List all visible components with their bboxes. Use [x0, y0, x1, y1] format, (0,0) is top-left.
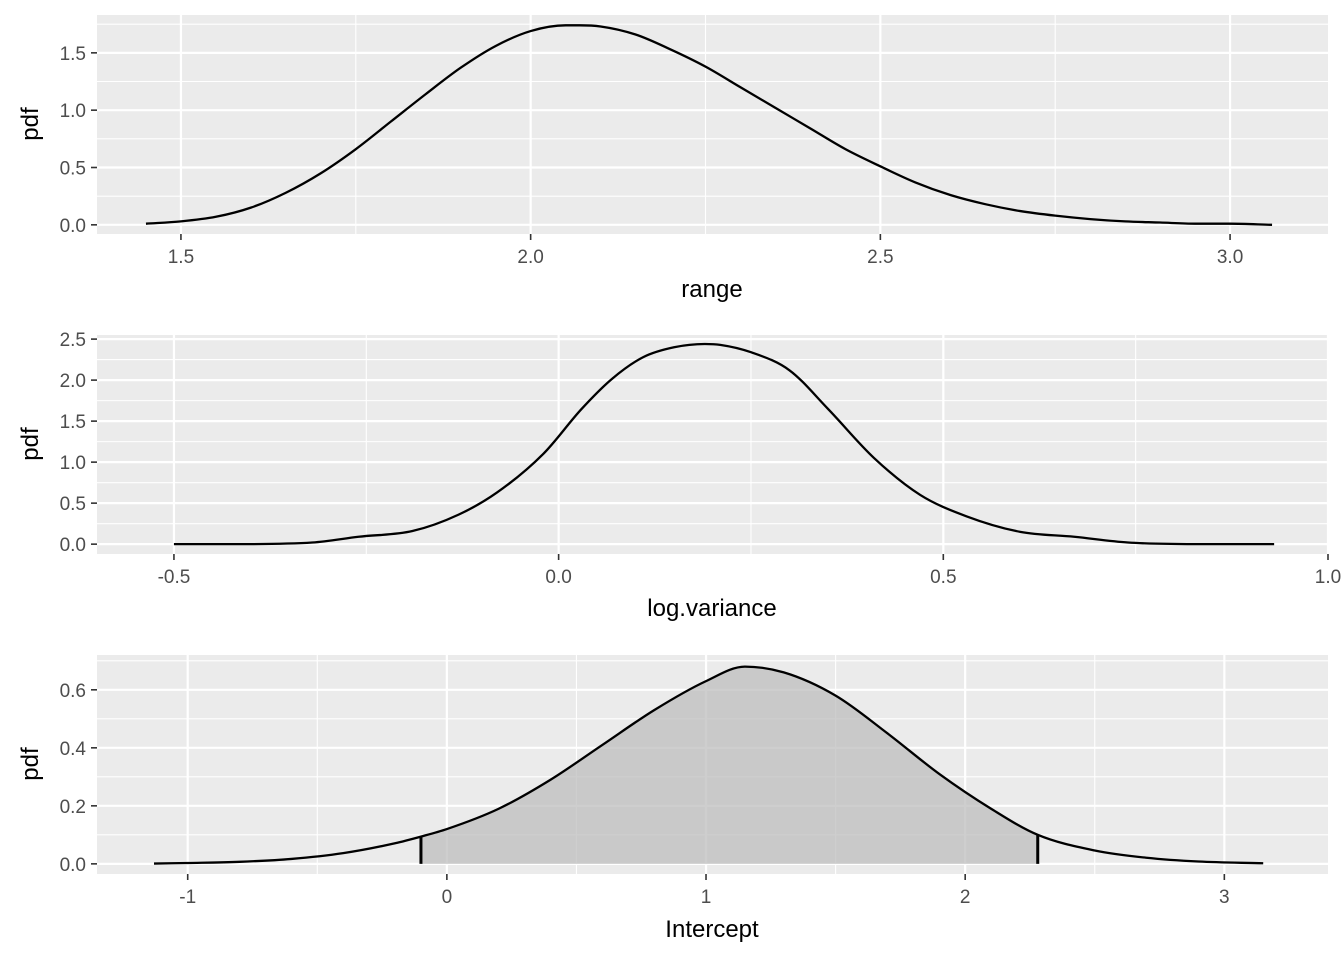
- chart-marks: [145, 24, 1273, 226]
- grid-minor-y: [97, 23, 1328, 197]
- y-tick-label: 1.0: [60, 101, 86, 122]
- x-axis-title: log.variance: [647, 595, 776, 622]
- grid-major-x: [179, 15, 1232, 234]
- grid-minor-x: [365, 335, 1137, 554]
- x-tick-label: 2.0: [517, 247, 543, 268]
- x-tick-label: 1.5: [168, 247, 194, 268]
- grid-major-y: [97, 338, 1328, 546]
- y-tick-label: 0.0: [60, 535, 86, 556]
- x-axis-title: range: [681, 276, 742, 303]
- credible-interval-area: [420, 666, 1038, 864]
- density-line: [145, 24, 1273, 226]
- panel-range: 1.5 2.0 2.5 3.0 0.0 0.5 1.0 1.5 range pdf: [17, 15, 1328, 303]
- grid-major-x: [172, 335, 1330, 554]
- chart-marks: [153, 665, 1264, 865]
- x-tick-label: 0: [442, 887, 453, 908]
- y-axis-ticks: 0.0 0.5 1.0 1.5: [60, 44, 97, 237]
- y-tick-label: 1.0: [60, 453, 86, 474]
- x-tick-label: 3: [1219, 887, 1230, 908]
- x-tick-label: 2.5: [867, 247, 893, 268]
- grid-major-y: [97, 51, 1328, 226]
- y-tick-label: 2.5: [60, 330, 86, 351]
- y-tick-label: 0.6: [60, 681, 86, 702]
- grid-minor-x: [355, 15, 1056, 234]
- y-tick-label: 1.5: [60, 412, 86, 433]
- y-tick-label: 1.5: [60, 44, 86, 65]
- x-axis-title: Intercept: [665, 916, 759, 943]
- x-axis-ticks: -0.5 0.0 0.5 1.0: [158, 554, 1341, 588]
- y-tick-label: 0.5: [60, 494, 86, 515]
- x-tick-label: 0.0: [545, 567, 571, 588]
- panel-background: [97, 15, 1328, 234]
- x-axis-ticks: 1.5 2.0 2.5 3.0: [168, 234, 1243, 268]
- y-tick-label: 0.0: [60, 855, 86, 876]
- y-axis-title: pdf: [17, 747, 44, 781]
- x-axis-ticks: -1 0 1 2 3: [179, 874, 1230, 908]
- y-axis-title: pdf: [17, 427, 44, 461]
- y-tick-label: 0.2: [60, 797, 86, 818]
- x-tick-label: -0.5: [158, 567, 191, 588]
- y-tick-label: 0.5: [60, 158, 86, 179]
- density-line: [153, 665, 1264, 865]
- y-tick-label: 2.0: [60, 371, 86, 392]
- x-tick-label: 1: [701, 887, 712, 908]
- y-tick-label: 0.4: [60, 739, 87, 760]
- x-tick-label: 0.5: [930, 567, 956, 588]
- panel-log-variance: -0.5 0.0 0.5 1.0 0.0 0.5 1.0 1.5 2.0 2.5 log.var…: [17, 330, 1341, 622]
- panel-background: [97, 335, 1328, 554]
- y-tick-label: 0.0: [60, 216, 86, 237]
- y-axis-title: pdf: [17, 107, 44, 141]
- panel-intercept: -1 0 1 2 3 0.0 0.2 0.4 0.6 Intercept pdf: [17, 655, 1328, 943]
- y-axis-ticks: 0.0 0.2 0.4 0.6: [60, 681, 97, 876]
- y-axis-ticks: 0.0 0.5 1.0 1.5 2.0 2.5: [60, 330, 97, 556]
- x-tick-label: -1: [179, 887, 196, 908]
- density-line: [173, 342, 1275, 546]
- x-tick-label: 3.0: [1217, 247, 1243, 268]
- grid-minor-y: [97, 359, 1328, 525]
- x-tick-label: 2: [960, 887, 971, 908]
- chart-marks: [173, 342, 1275, 546]
- x-tick-label: 1.0: [1315, 567, 1341, 588]
